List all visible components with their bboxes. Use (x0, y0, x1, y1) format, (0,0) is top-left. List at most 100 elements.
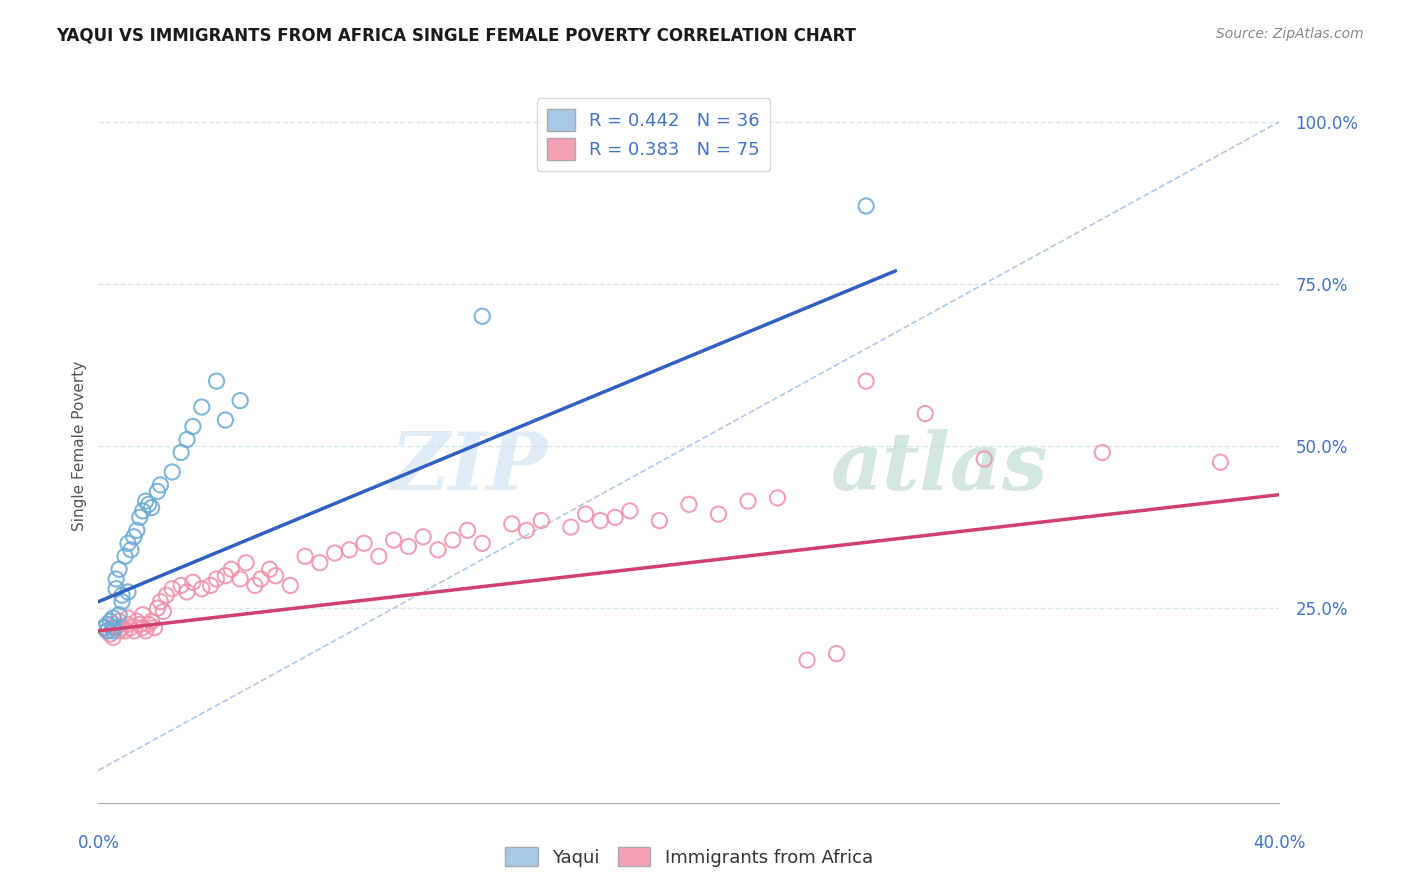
Point (427, 542, 450, 557)
Text: 0.0%: 0.0% (77, 834, 120, 852)
Point (111, 595, 134, 609)
Legend: Yaqui, Immigrants from Africa: Yaqui, Immigrants from Africa (498, 840, 880, 874)
Point (132, 607, 155, 622)
Point (368, 549, 391, 564)
Point (200, 578, 222, 592)
Point (93, 621, 115, 635)
Point (471, 310, 494, 324)
Point (214, 413, 236, 427)
Point (96, 617, 118, 632)
Text: Source: ZipAtlas.com: Source: ZipAtlas.com (1216, 27, 1364, 41)
Point (176, 585, 198, 599)
Text: atlas: atlas (831, 429, 1047, 506)
Point (648, 514, 671, 528)
Point (152, 604, 174, 618)
Point (191, 582, 214, 596)
Point (707, 507, 730, 521)
Point (103, 631, 125, 645)
Point (141, 500, 163, 515)
Point (574, 507, 596, 521)
Point (162, 465, 183, 479)
Point (323, 546, 346, 560)
Point (855, 199, 877, 213)
Text: YAQUI VS IMMIGRANTS FROM AFRICA SINGLE FEMALE POVERTY CORRELATION CHART: YAQUI VS IMMIGRANTS FROM AFRICA SINGLE F… (56, 27, 856, 45)
Point (471, 536, 494, 550)
Point (796, 653, 818, 667)
Point (560, 520, 582, 534)
Point (737, 494, 759, 508)
Point (382, 533, 405, 547)
Y-axis label: Single Female Poverty: Single Female Poverty (72, 361, 87, 531)
Point (914, 407, 936, 421)
Point (170, 445, 193, 459)
Text: ZIP: ZIP (391, 429, 547, 506)
Point (132, 621, 155, 635)
Point (973, 452, 995, 467)
Point (135, 624, 157, 638)
Point (111, 588, 134, 602)
Point (229, 572, 252, 586)
Point (243, 578, 266, 592)
Text: 40.0%: 40.0% (1253, 834, 1306, 852)
Point (294, 549, 316, 564)
Point (98, 627, 121, 641)
Point (98, 614, 121, 628)
Point (191, 400, 214, 414)
Point (120, 542, 142, 557)
Point (619, 504, 641, 518)
Point (108, 562, 131, 576)
Point (229, 393, 252, 408)
Point (515, 524, 537, 538)
Point (214, 568, 236, 582)
Point (259, 562, 281, 576)
Point (128, 510, 150, 524)
Point (105, 572, 128, 586)
Point (205, 572, 228, 586)
Point (1209, 455, 1232, 469)
Point (170, 578, 193, 592)
Point (181, 419, 204, 434)
Point (122, 624, 145, 638)
Point (337, 542, 360, 557)
Point (108, 607, 131, 622)
Point (122, 530, 145, 544)
Point (501, 516, 523, 531)
Point (530, 514, 553, 528)
Point (103, 611, 125, 625)
Point (149, 478, 172, 492)
Point (250, 572, 273, 586)
Point (96, 624, 118, 638)
Point (162, 582, 183, 596)
Point (138, 617, 160, 632)
Point (278, 578, 302, 592)
Point (105, 582, 128, 596)
Point (108, 624, 131, 638)
Point (149, 595, 172, 609)
Point (125, 524, 148, 538)
Point (235, 556, 257, 570)
Point (114, 624, 136, 638)
Point (141, 614, 163, 628)
Point (353, 536, 375, 550)
Point (412, 530, 434, 544)
Point (128, 617, 150, 632)
Point (176, 433, 198, 447)
Point (855, 374, 877, 388)
Legend: R = 0.442   N = 36, R = 0.383   N = 75: R = 0.442 N = 36, R = 0.383 N = 75 (537, 98, 770, 171)
Point (117, 536, 139, 550)
Point (114, 549, 136, 564)
Point (111, 621, 134, 635)
Point (103, 621, 125, 635)
Point (1091, 445, 1114, 459)
Point (678, 497, 700, 511)
Point (93, 621, 115, 635)
Point (825, 647, 848, 661)
Point (120, 621, 142, 635)
Point (219, 562, 242, 576)
Point (589, 514, 612, 528)
Point (103, 617, 125, 632)
Point (205, 374, 228, 388)
Point (125, 614, 148, 628)
Point (456, 524, 478, 538)
Point (103, 624, 125, 638)
